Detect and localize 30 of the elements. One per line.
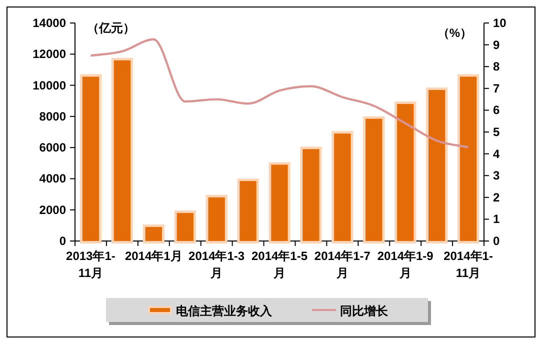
x-tick-label: 2014年1-7月 bbox=[314, 249, 371, 280]
x-tick-label: 2014年1-3月 bbox=[188, 249, 245, 280]
legend-label: 同比增长 bbox=[340, 304, 389, 318]
x-tick-label: 2014年1-9月 bbox=[377, 249, 434, 280]
annotation: （亿元） bbox=[87, 21, 135, 35]
y-tick-label: 12000 bbox=[32, 47, 66, 62]
y-tick-label: 8000 bbox=[39, 109, 66, 124]
x-tick-label: 2013年1-11月 bbox=[66, 249, 116, 280]
annotation: （%） bbox=[437, 26, 472, 40]
y2-tick-label: 4 bbox=[493, 146, 500, 161]
y2-tick-label: 2 bbox=[493, 190, 500, 204]
y2-tick-label: 0 bbox=[493, 234, 500, 248]
y2-tick-label: 3 bbox=[493, 168, 500, 183]
y2-tick-label: 9 bbox=[493, 38, 500, 52]
y-tick-label: 0 bbox=[59, 234, 66, 248]
y2-tick-label: 5 bbox=[493, 125, 500, 139]
y-tick-label: 10000 bbox=[32, 78, 66, 92]
y2-tick-label: 6 bbox=[493, 103, 500, 118]
y2-tick-label: 8 bbox=[493, 60, 500, 74]
x-tick-label: 2014年1-11月 bbox=[444, 249, 493, 280]
y-tick-label: 14000 bbox=[32, 16, 66, 30]
y2-tick-label: 10 bbox=[493, 16, 507, 30]
y2-tick-label: 7 bbox=[493, 81, 500, 96]
y2-tick-label: 1 bbox=[493, 212, 500, 226]
y-tick-label: 2000 bbox=[39, 202, 66, 217]
x-tick-label: 2014年1-5月 bbox=[251, 249, 308, 280]
y-tick-label: 4000 bbox=[39, 172, 66, 186]
legend-label: 电信主营业务收入 bbox=[176, 304, 273, 318]
x-tick-label: 2014年1月 bbox=[124, 249, 182, 263]
y-tick-label: 6000 bbox=[39, 140, 66, 155]
